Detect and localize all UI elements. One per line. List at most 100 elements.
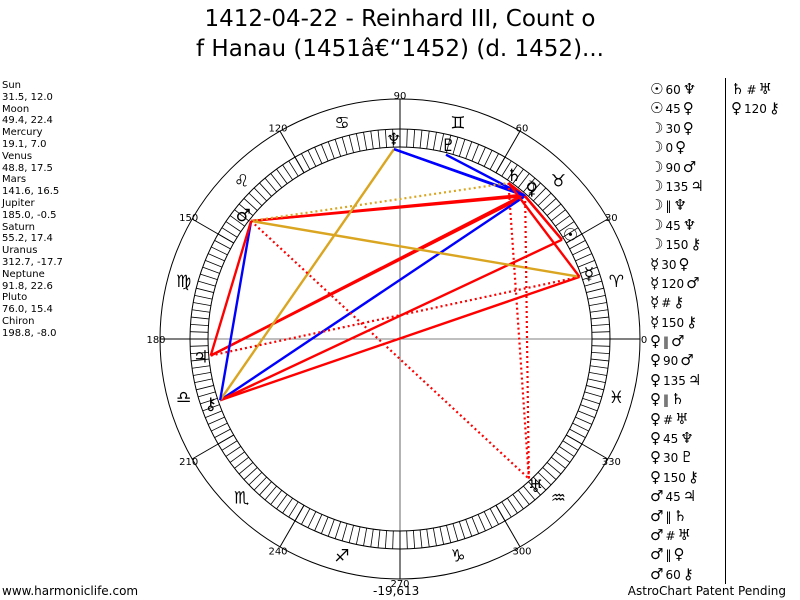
aspect-angle: 45 xyxy=(665,490,681,505)
zodiac-sign-glyph: ♌ xyxy=(234,172,249,192)
aspect-line xyxy=(209,220,253,356)
aspect-row: ♂ 45 ♃ xyxy=(650,487,704,506)
aspect-line xyxy=(219,195,526,402)
aspect-planet-glyph: ♀ xyxy=(650,390,661,409)
degree-tick xyxy=(229,215,245,227)
degree-tick xyxy=(507,497,518,514)
degree-tick xyxy=(243,467,258,480)
zodiac-sign-glyph: ♒ xyxy=(551,488,566,508)
planet-glyph-pluto: ♇ xyxy=(441,136,456,156)
aspect-planet-glyph: ♆ xyxy=(673,196,687,215)
degree-tick xyxy=(551,209,566,222)
aspect-planet-glyph: ☽ xyxy=(650,138,664,157)
aspect-angle: 150 xyxy=(665,238,689,253)
zodiac-sign-glyph: ♍ xyxy=(176,272,191,292)
aspect-angle: 45 xyxy=(663,432,679,447)
degree-tick xyxy=(243,198,258,211)
aspect-planet-glyph: ♀ xyxy=(682,118,694,137)
aspect-angle: # xyxy=(661,296,672,311)
aspect-planet-glyph: ☉ xyxy=(650,80,664,98)
aspect-planet-glyph: ♃ xyxy=(682,487,697,506)
aspect-row: ♀ 45 ♆ xyxy=(650,429,704,448)
aspect-angle: 30 xyxy=(665,121,681,136)
aspect-row: ☽ 135 ♃ xyxy=(650,177,704,196)
degree-tick xyxy=(483,150,493,167)
degree-tick xyxy=(282,164,293,181)
sign-division-line xyxy=(495,130,521,173)
aspect-planet-glyph: ☿ xyxy=(650,312,660,331)
aspect-row: ☽ 0 ♀ xyxy=(650,138,704,157)
aspect-planet-glyph: ♃ xyxy=(690,176,704,195)
planet-position-moon: 49.4, 22.4 xyxy=(2,115,53,127)
degree-tick xyxy=(465,141,473,159)
degree-tick xyxy=(238,462,254,475)
planet-position-jupiter: 185.0, -0.5 xyxy=(2,209,57,221)
degree-tick xyxy=(587,378,606,384)
degree-tick xyxy=(301,153,311,170)
aspect-angle: 90 xyxy=(663,354,679,369)
planet-glyph-uranus: ♅ xyxy=(528,477,543,497)
degree-tick xyxy=(384,530,388,549)
aspect-planet-glyph: ♅ xyxy=(675,409,689,428)
planet-position-list: Sun 31.5, 12.0 Moon 49.4, 22.4 Mercury 19.1, … xyxy=(2,80,63,340)
planet-name-venus: Venus xyxy=(2,150,33,162)
degree-tick xyxy=(590,309,609,313)
aspect-planet-glyph: ♆ xyxy=(682,80,697,98)
degree-tick xyxy=(248,192,263,206)
planet-name-sun: Sun xyxy=(2,80,22,91)
degree-tick xyxy=(569,240,586,250)
aspect-planet-glyph: ☽ xyxy=(650,118,664,137)
aspect-row: ♄ # ♅ xyxy=(731,80,780,99)
degree-tick xyxy=(471,144,480,162)
degree-tick xyxy=(517,490,530,505)
degree-tick xyxy=(489,508,499,525)
aspect-planet-glyph: ♀ xyxy=(675,138,687,157)
planet-position-mars: 141.6, 16.5 xyxy=(2,186,60,198)
degree-tick xyxy=(341,137,348,155)
aspect-row: ☿ 30 ♀ xyxy=(650,255,704,274)
degree-tick xyxy=(517,173,530,188)
degree-tick xyxy=(221,227,238,238)
aspect-angle: 60 xyxy=(665,83,681,97)
degree-tick xyxy=(384,129,388,148)
planet-glyph-sun: ☉ xyxy=(563,226,578,246)
degree-tick xyxy=(562,227,579,238)
aspect-angle: ‖ xyxy=(663,335,669,350)
degree-tick xyxy=(477,146,486,164)
aspect-angle: # xyxy=(665,528,676,543)
aspect-angle: 90 xyxy=(665,160,681,175)
degree-tick xyxy=(584,280,602,287)
degree-tick xyxy=(426,130,430,149)
degree-tick xyxy=(577,410,595,419)
aspect-angle: 135 xyxy=(665,179,689,194)
aspect-planet-glyph: ♃ xyxy=(687,370,702,389)
degree-tick xyxy=(196,287,214,293)
planet-position-mercury: 19.1, 7.0 xyxy=(2,138,47,150)
aspect-row: ♀ ‖ ♄ xyxy=(650,390,704,409)
aspect-angle: # xyxy=(663,412,674,427)
degree-tick xyxy=(259,481,272,496)
degree-tick xyxy=(439,526,445,545)
sign-division-line xyxy=(495,505,521,548)
aspect-line xyxy=(210,193,525,357)
degree-tick xyxy=(264,485,277,501)
aspect-line xyxy=(219,275,580,402)
planet-position-pluto: 76.0, 15.4 xyxy=(2,304,53,316)
degree-tick xyxy=(202,404,220,412)
aspect-planet-glyph: ♂ xyxy=(682,157,697,176)
aspect-angle: # xyxy=(746,83,757,97)
aspect-angle: 150 xyxy=(663,470,686,485)
degree-tick xyxy=(334,521,342,539)
aspect-angle: 0 xyxy=(665,141,674,156)
degree-tick xyxy=(191,316,210,320)
aspect-planet-glyph: ☿ xyxy=(650,254,660,273)
aspect-planet-glyph: ♂ xyxy=(650,506,664,525)
degree-tick xyxy=(348,135,354,153)
planet-position-uranus: 312.7, -17.7 xyxy=(2,256,63,268)
degree-tick xyxy=(276,494,288,510)
degree-tick xyxy=(465,519,473,537)
degree-tick xyxy=(589,371,607,376)
degree-tick xyxy=(575,416,593,425)
aspect-row: ☿ 150 ⚷ xyxy=(650,313,704,332)
